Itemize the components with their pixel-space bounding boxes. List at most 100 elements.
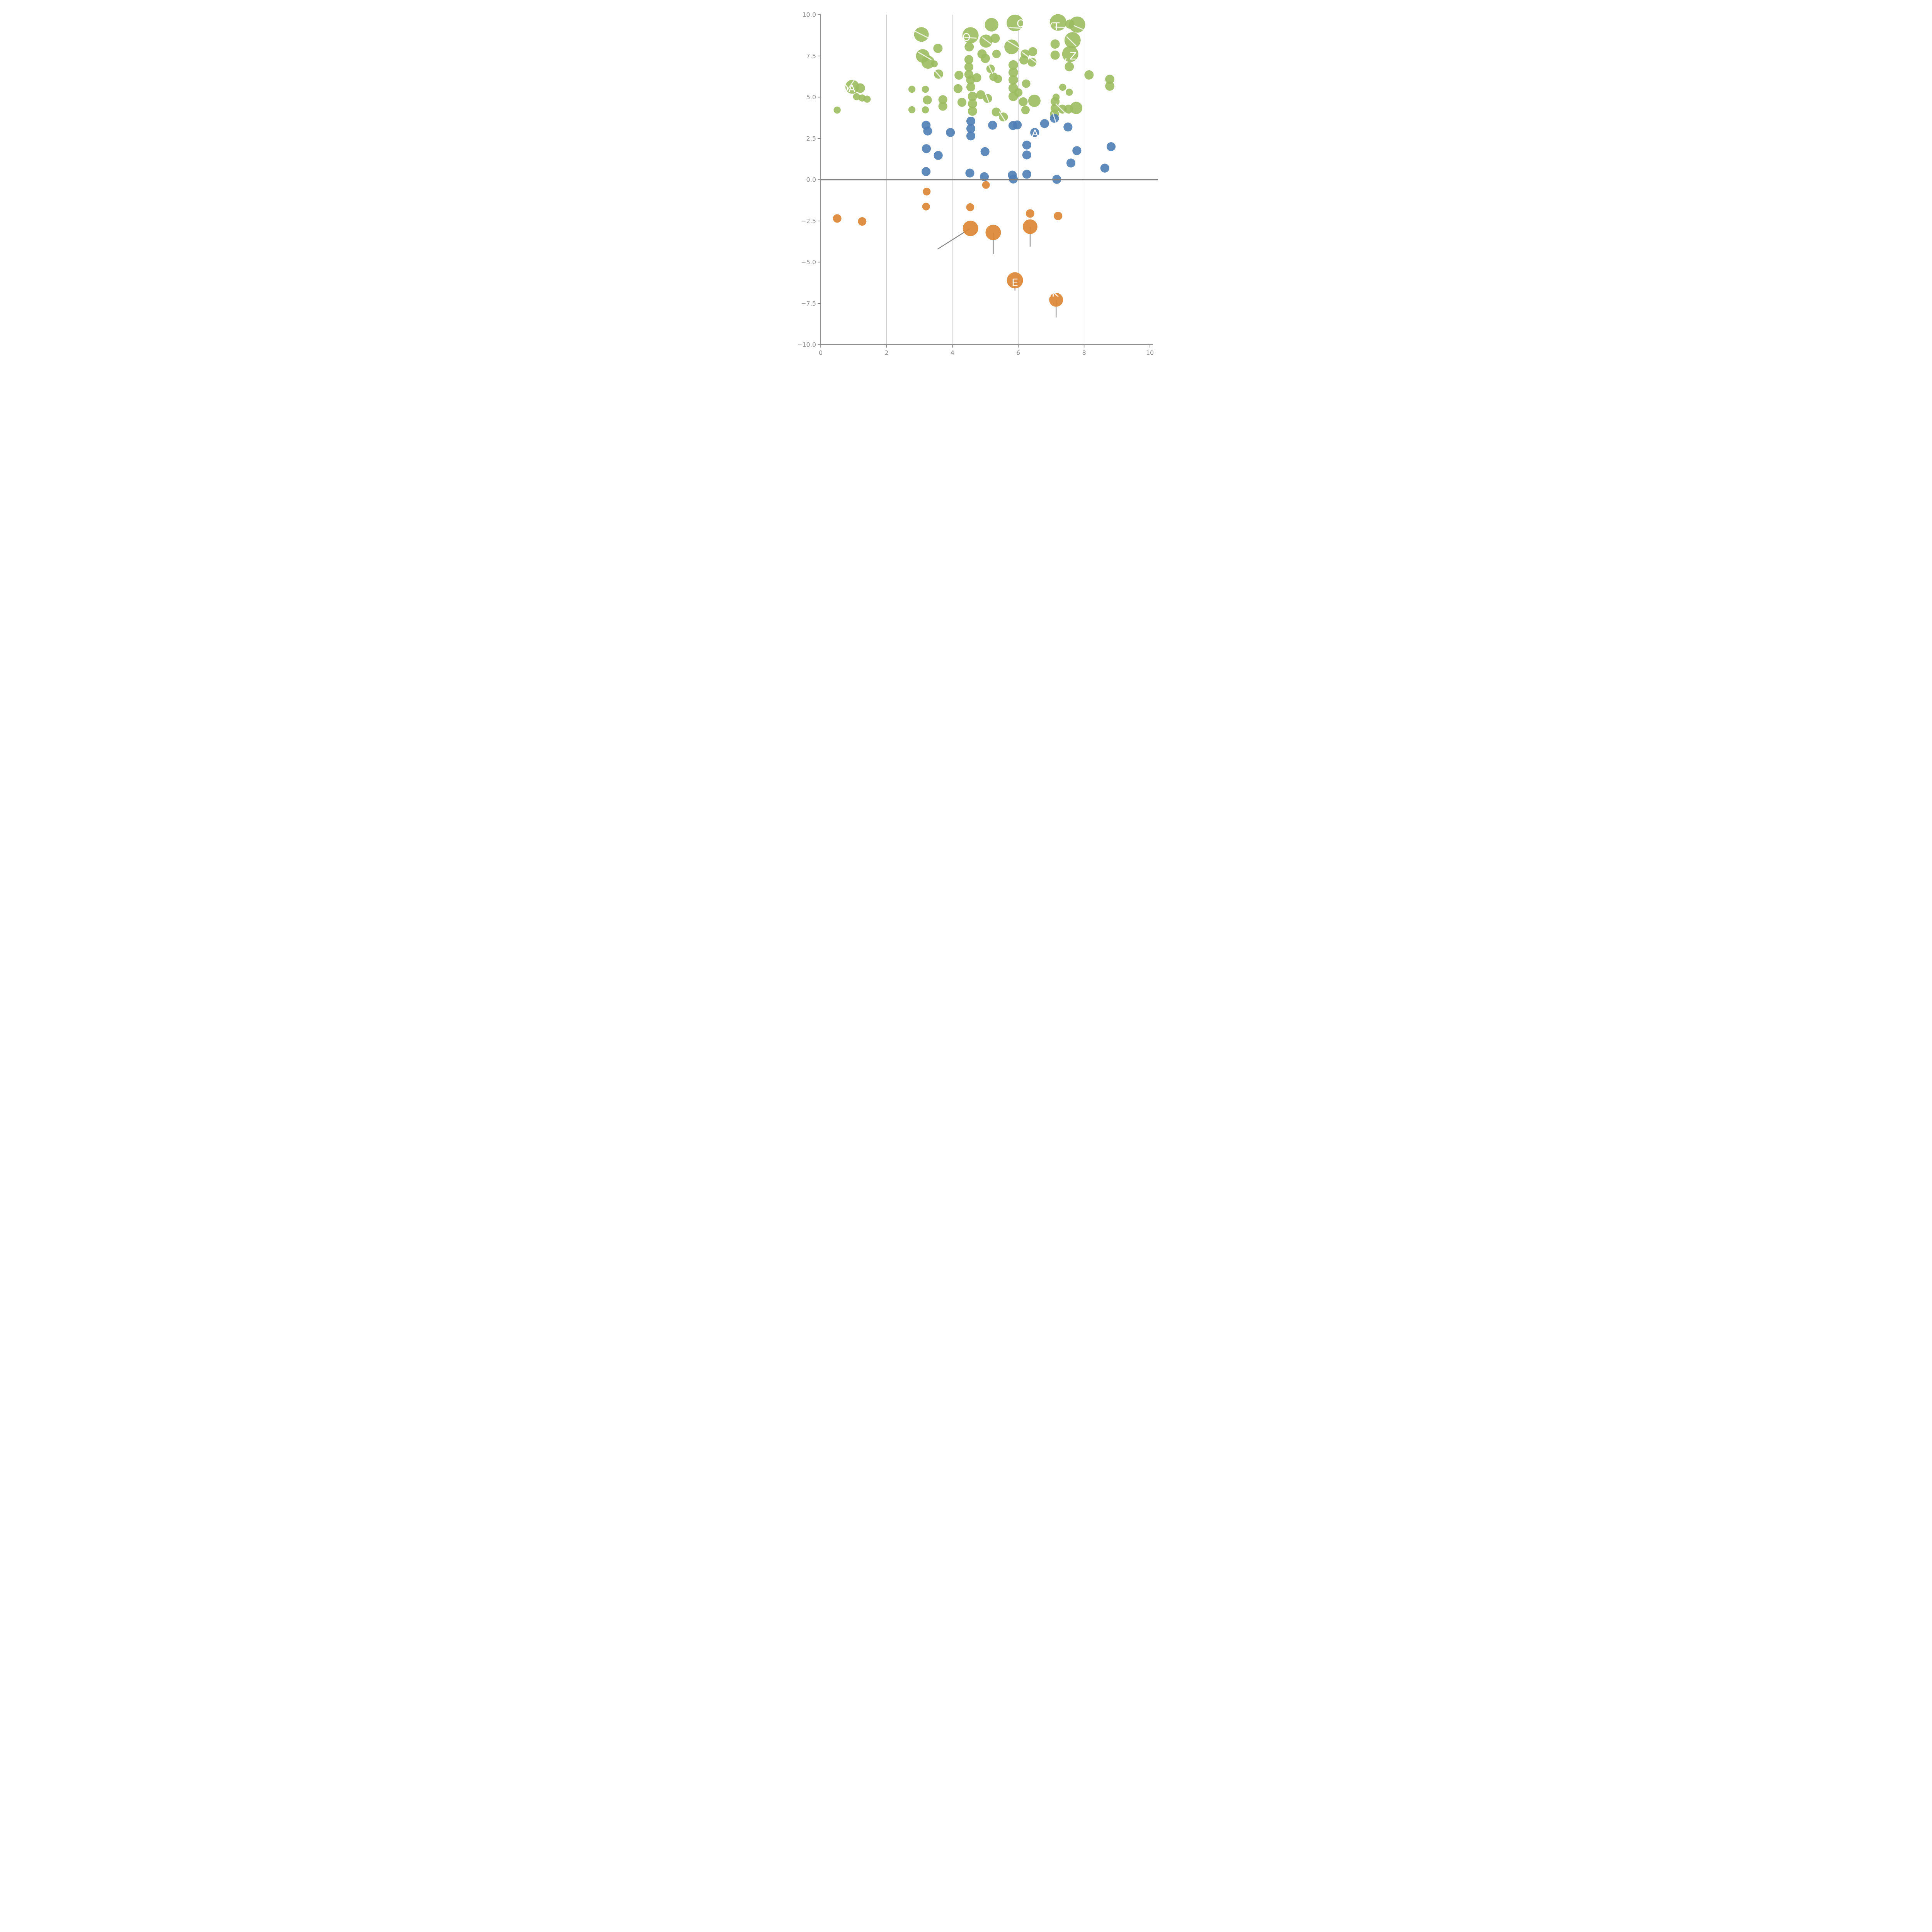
scatter-point-orange-4 (966, 203, 975, 211)
scatter-point-orange-8 (1022, 219, 1037, 234)
scatter-point-green-26 (1065, 62, 1074, 71)
scatter-point-green-9 (1065, 19, 1075, 29)
scatter-point-green-42 (964, 55, 973, 64)
scatter-point-green-71 (968, 99, 977, 109)
scatter-point-blue-26 (1106, 142, 1116, 151)
scatter-point-green-39 (922, 106, 929, 114)
scatter-point-green-79 (1059, 83, 1066, 91)
white-leader-line-0 (843, 78, 856, 96)
scatter-point-green-1 (962, 27, 979, 44)
scatter-point-green-47 (966, 82, 976, 92)
scatter-point-green-3 (985, 18, 998, 32)
scatter-point-green-17 (1004, 39, 1019, 54)
scatter-point-green-43 (964, 62, 973, 71)
scatter-point-orange-7 (985, 224, 1001, 240)
scatter-point-blue-4 (922, 167, 931, 176)
y-tick-label--5: −5.0 (801, 259, 816, 266)
scatter-point-green-34 (863, 95, 871, 103)
x-tick-label-10: 10 (1146, 349, 1154, 357)
white-leader-line-15 (1007, 40, 1020, 48)
scatter-point-green-23 (1050, 50, 1060, 60)
scatter-point-green-5 (990, 34, 1000, 43)
scatter-point-orange-1 (858, 217, 867, 226)
scatter-point-green-30 (845, 80, 859, 94)
scatter-point-blue-1 (923, 126, 932, 136)
scatter-point-blue-2 (922, 144, 931, 153)
annotation-label-XT: XT (1046, 20, 1060, 32)
scatter-point-blue-21 (1040, 119, 1049, 128)
scatter-points-group (833, 14, 1116, 307)
scatter-point-green-6 (1007, 14, 1024, 31)
scatter-point-green-16 (992, 49, 1001, 58)
x-tick-label-0: 0 (819, 349, 823, 357)
scatter-point-blue-5 (946, 128, 955, 137)
bubble-scatter-plot: 0 2 4 6 8 10 10.0 7.5 5.0 2.5 0.0 −2.5 −5.0 −7.5 −10.0… (797, 11, 1158, 357)
scatter-point-blue-19 (1022, 170, 1031, 179)
y-tick-label-2.5: 2.5 (806, 135, 816, 142)
scatter-point-blue-20 (1030, 128, 1039, 137)
scatter-point-green-19 (1028, 47, 1037, 56)
scatter-point-green-53 (993, 75, 1002, 83)
scatter-point-green-31 (855, 83, 865, 93)
scatter-point-orange-12 (1049, 293, 1063, 307)
scatter-point-blue-17 (1022, 140, 1031, 150)
gray-leader-lines (937, 227, 1057, 318)
scatter-point-green-80 (1066, 88, 1073, 96)
white-leader-lines (843, 25, 1084, 126)
scatter-point-green-49 (976, 90, 985, 99)
scatter-point-orange-10 (1054, 211, 1063, 220)
scatter-point-green-81 (1052, 94, 1060, 101)
y-tick-label-7.5: 7.5 (806, 52, 816, 60)
scatter-point-green-64 (992, 107, 1001, 117)
annotation-label-O: O (962, 31, 970, 43)
scatter-point-green-32 (853, 93, 861, 100)
scatter-point-blue-14 (1013, 120, 1022, 129)
scatter-point-blue-7 (966, 124, 976, 133)
x-tick-label-2: 2 (884, 349, 888, 357)
scatter-point-green-56 (1009, 75, 1018, 85)
annotation-label-IK: IK (1049, 287, 1059, 299)
scatter-point-blue-23 (1063, 122, 1073, 132)
white-leader-line-8 (1066, 36, 1077, 46)
scatter-point-blue-24 (1072, 146, 1082, 155)
scatter-point-orange-6 (963, 220, 978, 236)
scatter-point-green-62 (1028, 94, 1041, 107)
white-leader-line-14 (1052, 112, 1058, 126)
scatter-point-green-75 (1058, 104, 1067, 114)
scatter-point-blue-16 (1009, 174, 1018, 184)
x-tick-label-4: 4 (951, 349, 954, 357)
scatter-point-green-7 (1049, 14, 1066, 31)
scatter-point-green-37 (833, 106, 841, 114)
scatter-point-orange-3 (922, 202, 930, 211)
y-tick-label-0: 0.0 (806, 176, 816, 184)
white-leader-line-10 (999, 111, 1007, 122)
white-leader-line-12 (988, 64, 993, 74)
white-leader-line-3 (964, 37, 977, 39)
scatter-point-green-69 (938, 102, 947, 111)
white-leader-line-6 (918, 51, 932, 60)
scatter-point-green-4 (979, 34, 993, 48)
scatter-point-blue-12 (988, 121, 997, 130)
white-leader-line-13 (1055, 104, 1066, 114)
annotation-label-Z: Z (1070, 50, 1077, 62)
scatter-point-orange-11 (1007, 272, 1023, 289)
scatter-point-green-13 (933, 44, 943, 53)
scatter-point-green-20 (1019, 55, 1029, 65)
annotation-label-DA: DA (840, 83, 855, 95)
scatter-point-green-54 (1009, 60, 1018, 70)
scatter-point-green-67 (923, 95, 932, 105)
annotation-label-A: A (1031, 128, 1039, 140)
y-tick-label--7.5: −7.5 (801, 300, 816, 307)
scatter-point-green-70 (968, 92, 977, 101)
white-leader-line-11 (985, 94, 990, 104)
x-tick-label-6: 6 (1016, 349, 1020, 357)
scatter-point-green-29 (1105, 81, 1115, 91)
scatter-point-blue-10 (980, 147, 990, 156)
annotation-label-E: E (1012, 277, 1018, 289)
scatter-point-green-48 (953, 84, 963, 93)
scatter-point-green-36 (922, 85, 929, 93)
scatter-point-green-38 (908, 106, 916, 114)
scatter-point-blue-8 (966, 131, 976, 141)
scatter-point-green-2 (964, 42, 974, 52)
white-leader-line-16 (1022, 51, 1038, 64)
